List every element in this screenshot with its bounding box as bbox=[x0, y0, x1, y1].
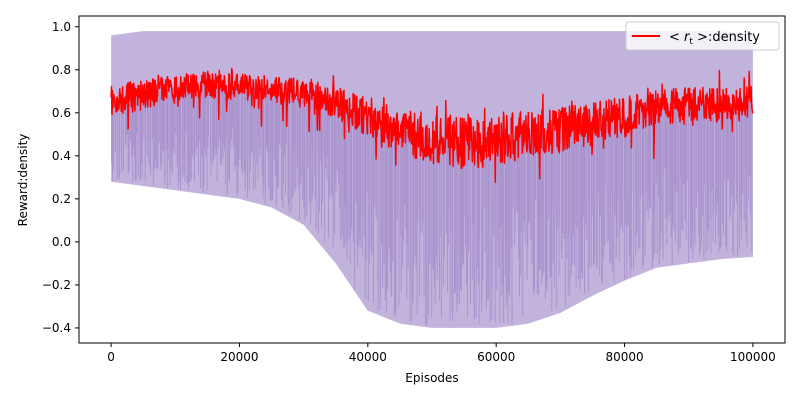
legend-label-mean: < rt >:density bbox=[669, 30, 760, 47]
y-tick-label: 1.0 bbox=[52, 20, 71, 34]
axes: 0 20000 40000 60000 80000 100000 −0.4 −0.2 0.0 0.… bbox=[42, 20, 776, 364]
x-tick-label: 0 bbox=[107, 350, 115, 364]
legend: < rt >:density bbox=[625, 21, 780, 51]
y-tick-label: 0.4 bbox=[52, 149, 71, 163]
x-tick-label: 60000 bbox=[477, 350, 515, 364]
axes-frame bbox=[78, 15, 786, 344]
y-tick-label: 0.2 bbox=[52, 192, 71, 206]
x-tick-label: 20000 bbox=[220, 350, 258, 364]
y-tick-label: 0.0 bbox=[52, 235, 71, 249]
mean-reward-line bbox=[110, 67, 754, 184]
y-tick-label: 0.6 bbox=[52, 106, 71, 120]
y-axis-label: Reward:density bbox=[16, 134, 30, 227]
band-texture bbox=[111, 84, 753, 326]
x-tick-label: 80000 bbox=[605, 350, 643, 364]
y-tick-label: −0.2 bbox=[42, 278, 71, 292]
x-axis-label: Episodes bbox=[405, 371, 458, 385]
y-tick-label: −0.4 bbox=[42, 321, 71, 335]
x-tick-label: 40000 bbox=[349, 350, 387, 364]
legend-box bbox=[625, 21, 780, 51]
x-tick-label: 100000 bbox=[730, 350, 776, 364]
plot-area bbox=[110, 31, 754, 328]
y-tick-label: 0.8 bbox=[52, 63, 71, 77]
